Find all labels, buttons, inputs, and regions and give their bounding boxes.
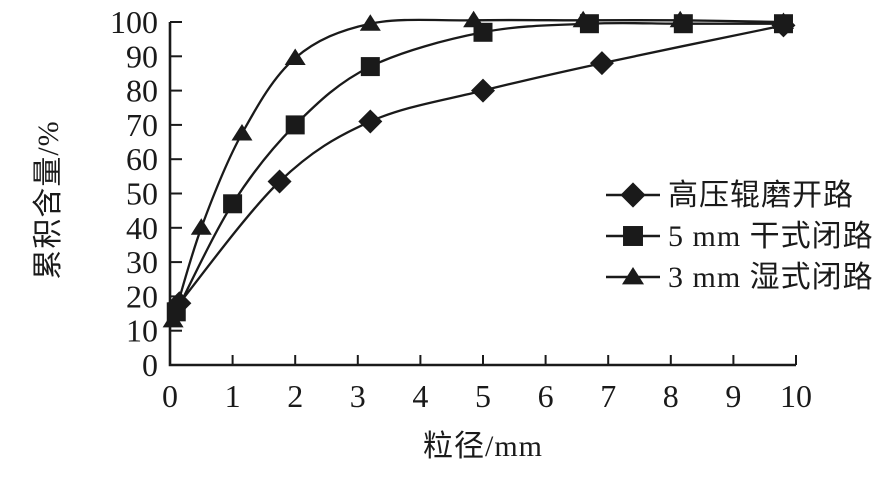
y-tick-label: 40 bbox=[126, 210, 158, 246]
data-point-diamond bbox=[471, 78, 495, 103]
legend-marker-square bbox=[623, 226, 643, 246]
y-axis-title: 累积含量/% bbox=[32, 120, 65, 279]
y-tick-label: 10 bbox=[126, 313, 158, 349]
data-point-triangle bbox=[359, 14, 381, 31]
x-tick-label: 3 bbox=[350, 378, 366, 414]
data-point-square bbox=[673, 14, 693, 34]
y-tick-label: 60 bbox=[126, 141, 158, 177]
x-tick-label: 7 bbox=[600, 378, 616, 414]
legend-label: 5 mm 干式闭路 bbox=[668, 220, 874, 253]
x-tick-label: 10 bbox=[780, 378, 812, 414]
y-tick-label: 80 bbox=[126, 73, 158, 109]
legend-label: 高压辊磨开路 bbox=[668, 179, 854, 212]
x-tick-label: 2 bbox=[287, 378, 303, 414]
legend-item: 5 mm 干式闭路 bbox=[606, 220, 874, 253]
y-tick-label: 70 bbox=[126, 107, 158, 143]
data-point-diamond bbox=[589, 51, 614, 76]
x-tick-label: 9 bbox=[725, 378, 741, 414]
y-tick-label: 90 bbox=[126, 38, 158, 74]
legend: 高压辊磨开路 5 mm 干式闭路 3 mm 湿式闭路 bbox=[606, 179, 874, 294]
data-point-diamond bbox=[167, 291, 192, 316]
x-tick-label: 5 bbox=[475, 378, 491, 414]
y-tick-label: 50 bbox=[126, 176, 158, 212]
x-tick-label: 6 bbox=[538, 378, 554, 414]
series-line-diamond bbox=[178, 24, 784, 305]
x-tick-label: 0 bbox=[162, 378, 178, 414]
legend-marker-triangle bbox=[621, 267, 645, 285]
x-tick-label: 8 bbox=[663, 378, 679, 414]
legend-item: 3 mm 湿式闭路 bbox=[606, 261, 874, 294]
data-point-square bbox=[579, 14, 599, 34]
data-point-square bbox=[360, 57, 380, 77]
data-point-triangle bbox=[231, 123, 253, 141]
data-point-square bbox=[285, 115, 305, 135]
data-point-diamond bbox=[267, 169, 292, 194]
legend-marker-diamond bbox=[620, 182, 646, 208]
legend-item: 高压辊磨开路 bbox=[606, 179, 854, 212]
y-tick-label: 20 bbox=[126, 278, 158, 314]
data-point-square bbox=[223, 194, 243, 214]
series-diamond bbox=[167, 13, 796, 316]
x-axis-title: 粒径/mm bbox=[423, 430, 543, 463]
series-layer bbox=[162, 10, 796, 328]
data-point-diamond bbox=[771, 13, 796, 38]
data-point-square bbox=[473, 22, 493, 42]
data-point-diamond bbox=[358, 109, 383, 134]
y-tick-label: 0 bbox=[142, 347, 158, 383]
legend-label: 3 mm 湿式闭路 bbox=[668, 261, 874, 294]
y-tick-label: 100 bbox=[110, 4, 158, 40]
x-tick-label: 1 bbox=[225, 378, 241, 414]
data-point-triangle bbox=[284, 48, 306, 66]
y-tick-label: 30 bbox=[126, 244, 158, 280]
data-point-triangle bbox=[190, 218, 212, 235]
x-tick-label: 4 bbox=[412, 378, 428, 414]
